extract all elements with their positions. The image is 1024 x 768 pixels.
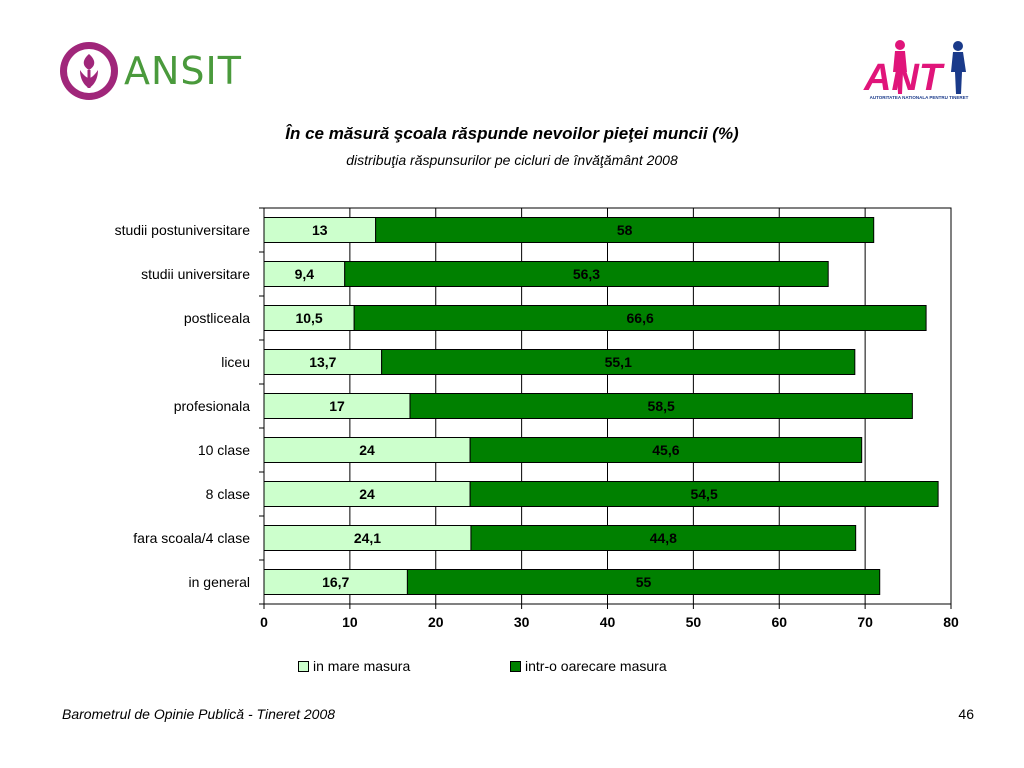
data-label: 55,1 [605,354,632,370]
data-label: 24 [359,486,375,502]
category-label: fara scoala/4 clase [133,530,250,546]
ansit-wordmark: ANSIT [124,49,242,93]
ant-tagline: AUTORITATEA NATIONALA PENTRU TINERET [869,95,969,100]
x-tick-label: 70 [857,614,873,630]
bar-segment-in-mare-masura [263,261,346,287]
legend-swatch-light [298,660,309,672]
x-tick-label: 0 [260,614,268,630]
category-label: studii postuniversitare [115,222,251,238]
x-tick-label: 30 [514,614,530,630]
bar-segment-intr-o-oarecare-masura [469,481,939,507]
data-label: 10,5 [295,310,322,326]
bar-segment-in-mare-masura [263,349,383,375]
ant-logo: ANT AUTORITATEA NATIONALA PENTRU TINERET [858,38,980,108]
category-label: 10 clase [198,442,250,458]
x-tick-label: 60 [771,614,787,630]
data-label: 13 [312,222,328,238]
bar-segment-intr-o-oarecare-masura [375,217,875,243]
data-label: 45,6 [652,442,679,458]
category-label: liceu [221,354,250,370]
x-tick-label: 10 [342,614,358,630]
bar-segment-intr-o-oarecare-masura [409,393,913,419]
bar-segment-intr-o-oarecare-masura [469,437,863,463]
bar-segment-intr-o-oarecare-masura [406,569,881,595]
data-label: 58 [617,222,633,238]
category-label: studii universitare [141,266,250,282]
data-label: 24,1 [354,530,381,546]
ansit-logo: ANSIT [58,40,241,102]
chart-legend: in mare masura intr-o oarecare masura [0,658,1024,676]
category-label: postliceala [184,310,250,326]
data-label: 16,7 [322,574,349,590]
data-label: 66,6 [627,310,654,326]
chart-subtitle: distribuţia răspunsurilor pe cicluri de … [346,152,678,168]
category-label: profesionala [174,398,250,414]
legend-swatch-dark [510,660,521,672]
x-tick-label: 80 [943,614,959,630]
data-label: 24 [359,442,375,458]
data-label: 54,5 [690,486,717,502]
chart-title: În ce măsură şcoala răspunde nevoilor pi… [285,124,739,143]
data-label: 55 [636,574,652,590]
ansit-emblem-icon [60,42,118,100]
bar-segment-in-mare-masura [263,569,408,595]
data-label: 17 [329,398,345,414]
bar-segment-in-mare-masura [263,217,377,243]
bar-segment-in-mare-masura [263,393,411,419]
data-label: 56,3 [573,266,600,282]
legend-item-in-mare-masura: in mare masura [298,658,410,674]
legend-label: intr-o oarecare masura [525,658,667,674]
bar-segment-intr-o-oarecare-masura [344,261,829,287]
bar-segment-intr-o-oarecare-masura [381,349,856,375]
category-label: in general [189,574,251,590]
x-tick-label: 40 [600,614,616,630]
bar-segment-intr-o-oarecare-masura [470,525,857,551]
data-label: 13,7 [309,354,336,370]
data-label: 44,8 [650,530,677,546]
x-tick-label: 20 [428,614,444,630]
page-number: 46 [958,706,974,722]
ant-figures-icon: ANT [863,40,966,99]
bar-segment-in-mare-masura [263,481,471,507]
legend-item-intr-o-oarecare-masura: intr-o oarecare masura [510,658,667,674]
bar-segment-in-mare-masura [263,437,471,463]
data-label: 9,4 [295,266,315,282]
bar-segment-in-mare-masura [263,525,472,551]
bar-segment-intr-o-oarecare-masura [353,305,927,331]
legend-label: in mare masura [313,658,411,674]
ant-wordmark: ANT [863,57,945,96]
data-label: 58,5 [648,398,675,414]
footer-source: Barometrul de Opinie Publică - Tineret 2… [62,706,336,722]
x-tick-label: 50 [686,614,702,630]
category-label: 8 clase [206,486,251,502]
